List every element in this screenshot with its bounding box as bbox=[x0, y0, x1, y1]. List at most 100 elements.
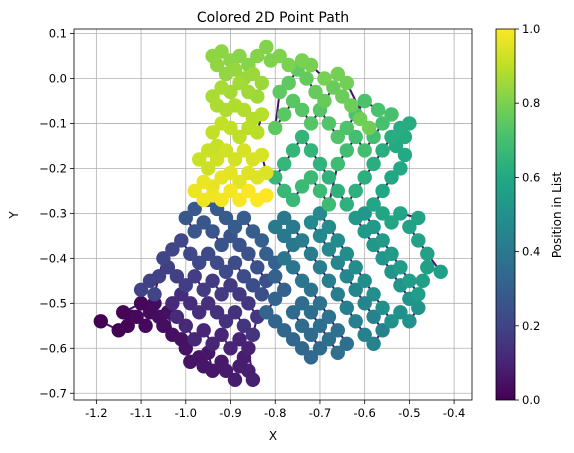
data-point bbox=[138, 319, 152, 333]
data-point bbox=[375, 184, 389, 198]
data-point bbox=[304, 247, 318, 261]
data-point bbox=[295, 274, 309, 288]
data-point bbox=[313, 296, 327, 310]
y-tick-label: −0.2 bbox=[39, 161, 67, 175]
data-point bbox=[304, 116, 318, 130]
colorbar-tick-label: 0.0 bbox=[522, 393, 540, 407]
x-tick-label: -0.7 bbox=[309, 406, 331, 420]
colorbar-ticks: 0.0 0.2 0.4 0.6 0.8 1.0 bbox=[515, 22, 540, 407]
data-point bbox=[223, 341, 237, 355]
data-point bbox=[358, 143, 372, 157]
data-point bbox=[331, 233, 345, 247]
data-point bbox=[134, 283, 148, 297]
data-point bbox=[411, 233, 425, 247]
y-axis-label: Y bbox=[7, 211, 21, 220]
data-point bbox=[402, 314, 416, 328]
data-point bbox=[349, 260, 363, 274]
data-point bbox=[295, 130, 309, 144]
data-point bbox=[214, 238, 228, 252]
x-axis-ticks: -1.2 -1.1 -1.0 -0.9 -0.8 -0.7 -0.6 -0.5 -0.4 bbox=[85, 400, 465, 420]
data-point bbox=[344, 98, 358, 112]
data-point bbox=[255, 287, 269, 301]
data-point bbox=[174, 233, 188, 247]
data-point bbox=[94, 314, 108, 328]
data-point bbox=[420, 260, 434, 274]
data-point bbox=[188, 332, 202, 346]
data-point bbox=[411, 211, 425, 225]
data-point bbox=[340, 337, 354, 351]
x-tick-label: -1.2 bbox=[85, 406, 107, 420]
x-tick-label: -0.4 bbox=[443, 406, 465, 420]
colorbar-tick-label: 0.2 bbox=[522, 319, 540, 333]
data-point bbox=[366, 197, 380, 211]
data-point bbox=[205, 125, 219, 139]
x-tick-label: -1.1 bbox=[130, 406, 152, 420]
data-point bbox=[384, 107, 398, 121]
data-point bbox=[349, 314, 363, 328]
data-point bbox=[384, 247, 398, 261]
x-tick-label: -0.5 bbox=[398, 406, 420, 420]
data-point bbox=[340, 247, 354, 261]
y-tick-label: −0.4 bbox=[39, 251, 67, 265]
y-tick-label: 0.1 bbox=[49, 26, 67, 40]
data-point bbox=[299, 71, 313, 85]
data-point bbox=[259, 188, 273, 202]
data-point bbox=[331, 67, 345, 81]
x-tick-label: -0.9 bbox=[219, 406, 241, 420]
data-point bbox=[268, 269, 282, 283]
data-point bbox=[282, 76, 296, 90]
data-point bbox=[322, 116, 336, 130]
data-point bbox=[286, 94, 300, 108]
data-point bbox=[286, 220, 300, 234]
data-point bbox=[358, 274, 372, 288]
data-point bbox=[246, 373, 260, 387]
data-point bbox=[371, 103, 385, 117]
y-tick-label: 0.0 bbox=[49, 71, 67, 85]
data-point bbox=[246, 328, 260, 342]
data-point bbox=[264, 53, 278, 67]
data-point bbox=[402, 274, 416, 288]
data-point bbox=[384, 130, 398, 144]
data-point bbox=[358, 94, 372, 108]
x-axis-label: X bbox=[269, 429, 277, 443]
data-point bbox=[255, 233, 269, 247]
x-tick-label: -0.6 bbox=[353, 406, 375, 420]
data-point bbox=[366, 157, 380, 171]
data-point bbox=[340, 301, 354, 315]
data-point bbox=[255, 76, 269, 90]
data-point bbox=[322, 274, 336, 288]
data-point bbox=[366, 220, 380, 234]
data-point bbox=[147, 287, 161, 301]
x-tick-label: -0.8 bbox=[264, 406, 286, 420]
data-point bbox=[205, 337, 219, 351]
colorbar-label: Position in List bbox=[550, 172, 564, 259]
data-point bbox=[214, 287, 228, 301]
data-point bbox=[228, 256, 242, 270]
data-point bbox=[255, 148, 269, 162]
data-point bbox=[331, 157, 345, 171]
data-point bbox=[286, 143, 300, 157]
data-point bbox=[255, 107, 269, 121]
data-point bbox=[331, 130, 345, 144]
colorbar-tick-label: 0.8 bbox=[522, 96, 540, 110]
y-tick-label: −0.3 bbox=[39, 206, 67, 220]
data-point bbox=[295, 233, 309, 247]
data-point bbox=[313, 184, 327, 198]
data-point bbox=[393, 161, 407, 175]
colorbar-tick-label: 0.6 bbox=[522, 170, 540, 184]
data-point bbox=[331, 287, 345, 301]
data-point bbox=[375, 233, 389, 247]
data-point bbox=[362, 121, 376, 135]
data-point bbox=[349, 184, 363, 198]
data-point bbox=[416, 274, 430, 288]
data-point bbox=[228, 373, 242, 387]
data-point bbox=[434, 265, 448, 279]
data-point bbox=[250, 260, 264, 274]
data-point bbox=[313, 260, 327, 274]
colorbar-tick-label: 1.0 bbox=[522, 22, 540, 36]
data-point bbox=[116, 305, 130, 319]
data-point bbox=[228, 305, 242, 319]
data-point bbox=[411, 287, 425, 301]
data-point bbox=[268, 121, 282, 135]
data-point bbox=[393, 260, 407, 274]
